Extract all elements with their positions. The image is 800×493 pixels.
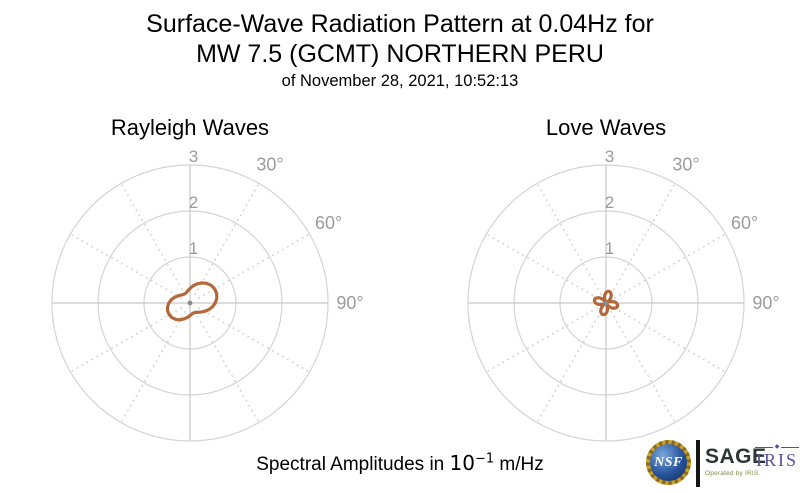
nsf-logo-text: NSF: [654, 454, 683, 470]
figure-title-line2: MW 7.5 (GCMT) NORTHERN PERU: [196, 40, 604, 68]
amplitude-units-power: 10−1: [450, 451, 495, 475]
svg-text:3: 3: [605, 147, 614, 166]
love-plot-title: Love Waves: [545, 115, 667, 140]
amplitude-units-suffix: m/Hz: [494, 454, 544, 475]
iris-ornament-diamond-icon: ◆: [772, 444, 782, 450]
svg-text:2: 2: [605, 193, 614, 212]
nsf-logo: NSF: [646, 440, 691, 485]
amplitude-units-exponent: −1: [474, 451, 495, 467]
love-polar-plot: 1 2 3 30° 60° 90°: [467, 147, 780, 442]
nsf-logo-globe: [650, 444, 687, 481]
sage-operated-by-text: Operated by IRIS: [705, 470, 759, 477]
amplitude-units-label: Spectral Amplitudes in 10−1 m/Hz: [0, 451, 800, 476]
svg-text:90°: 90°: [336, 293, 363, 313]
svg-text:3: 3: [189, 147, 198, 166]
svg-text:2: 2: [189, 193, 198, 212]
figure-title-line1: Surface-Wave Radiation Pattern at 0.04Hz…: [146, 10, 654, 38]
svg-text:30°: 30°: [256, 154, 283, 174]
svg-text:60°: 60°: [315, 213, 342, 233]
iris-logo-text: IRIS: [755, 450, 798, 470]
svg-text:90°: 90°: [752, 293, 779, 313]
svg-text:1: 1: [189, 239, 198, 258]
amplitude-units-base: 10: [449, 451, 475, 475]
iris-logo-ornament: ◆: [755, 443, 799, 451]
rayleigh-polar-plot: 1 2 3 30° 60° 90°: [51, 147, 364, 442]
sage-logo: SAGE Operated by IRIS: [705, 446, 767, 477]
sage-logo-text: SAGE: [705, 445, 767, 468]
logo-divider-bar: [696, 440, 700, 487]
svg-text:1: 1: [605, 239, 614, 258]
svg-text:60°: 60°: [731, 213, 758, 233]
rayleigh-plot-title: Rayleigh Waves: [110, 115, 270, 140]
svg-text:30°: 30°: [672, 154, 699, 174]
figure-title-date: of November 28, 2021, 10:52:13: [281, 72, 519, 90]
amplitude-units-prefix: Spectral Amplitudes in: [256, 454, 450, 475]
iris-logo: ◆ IRIS: [755, 443, 799, 471]
